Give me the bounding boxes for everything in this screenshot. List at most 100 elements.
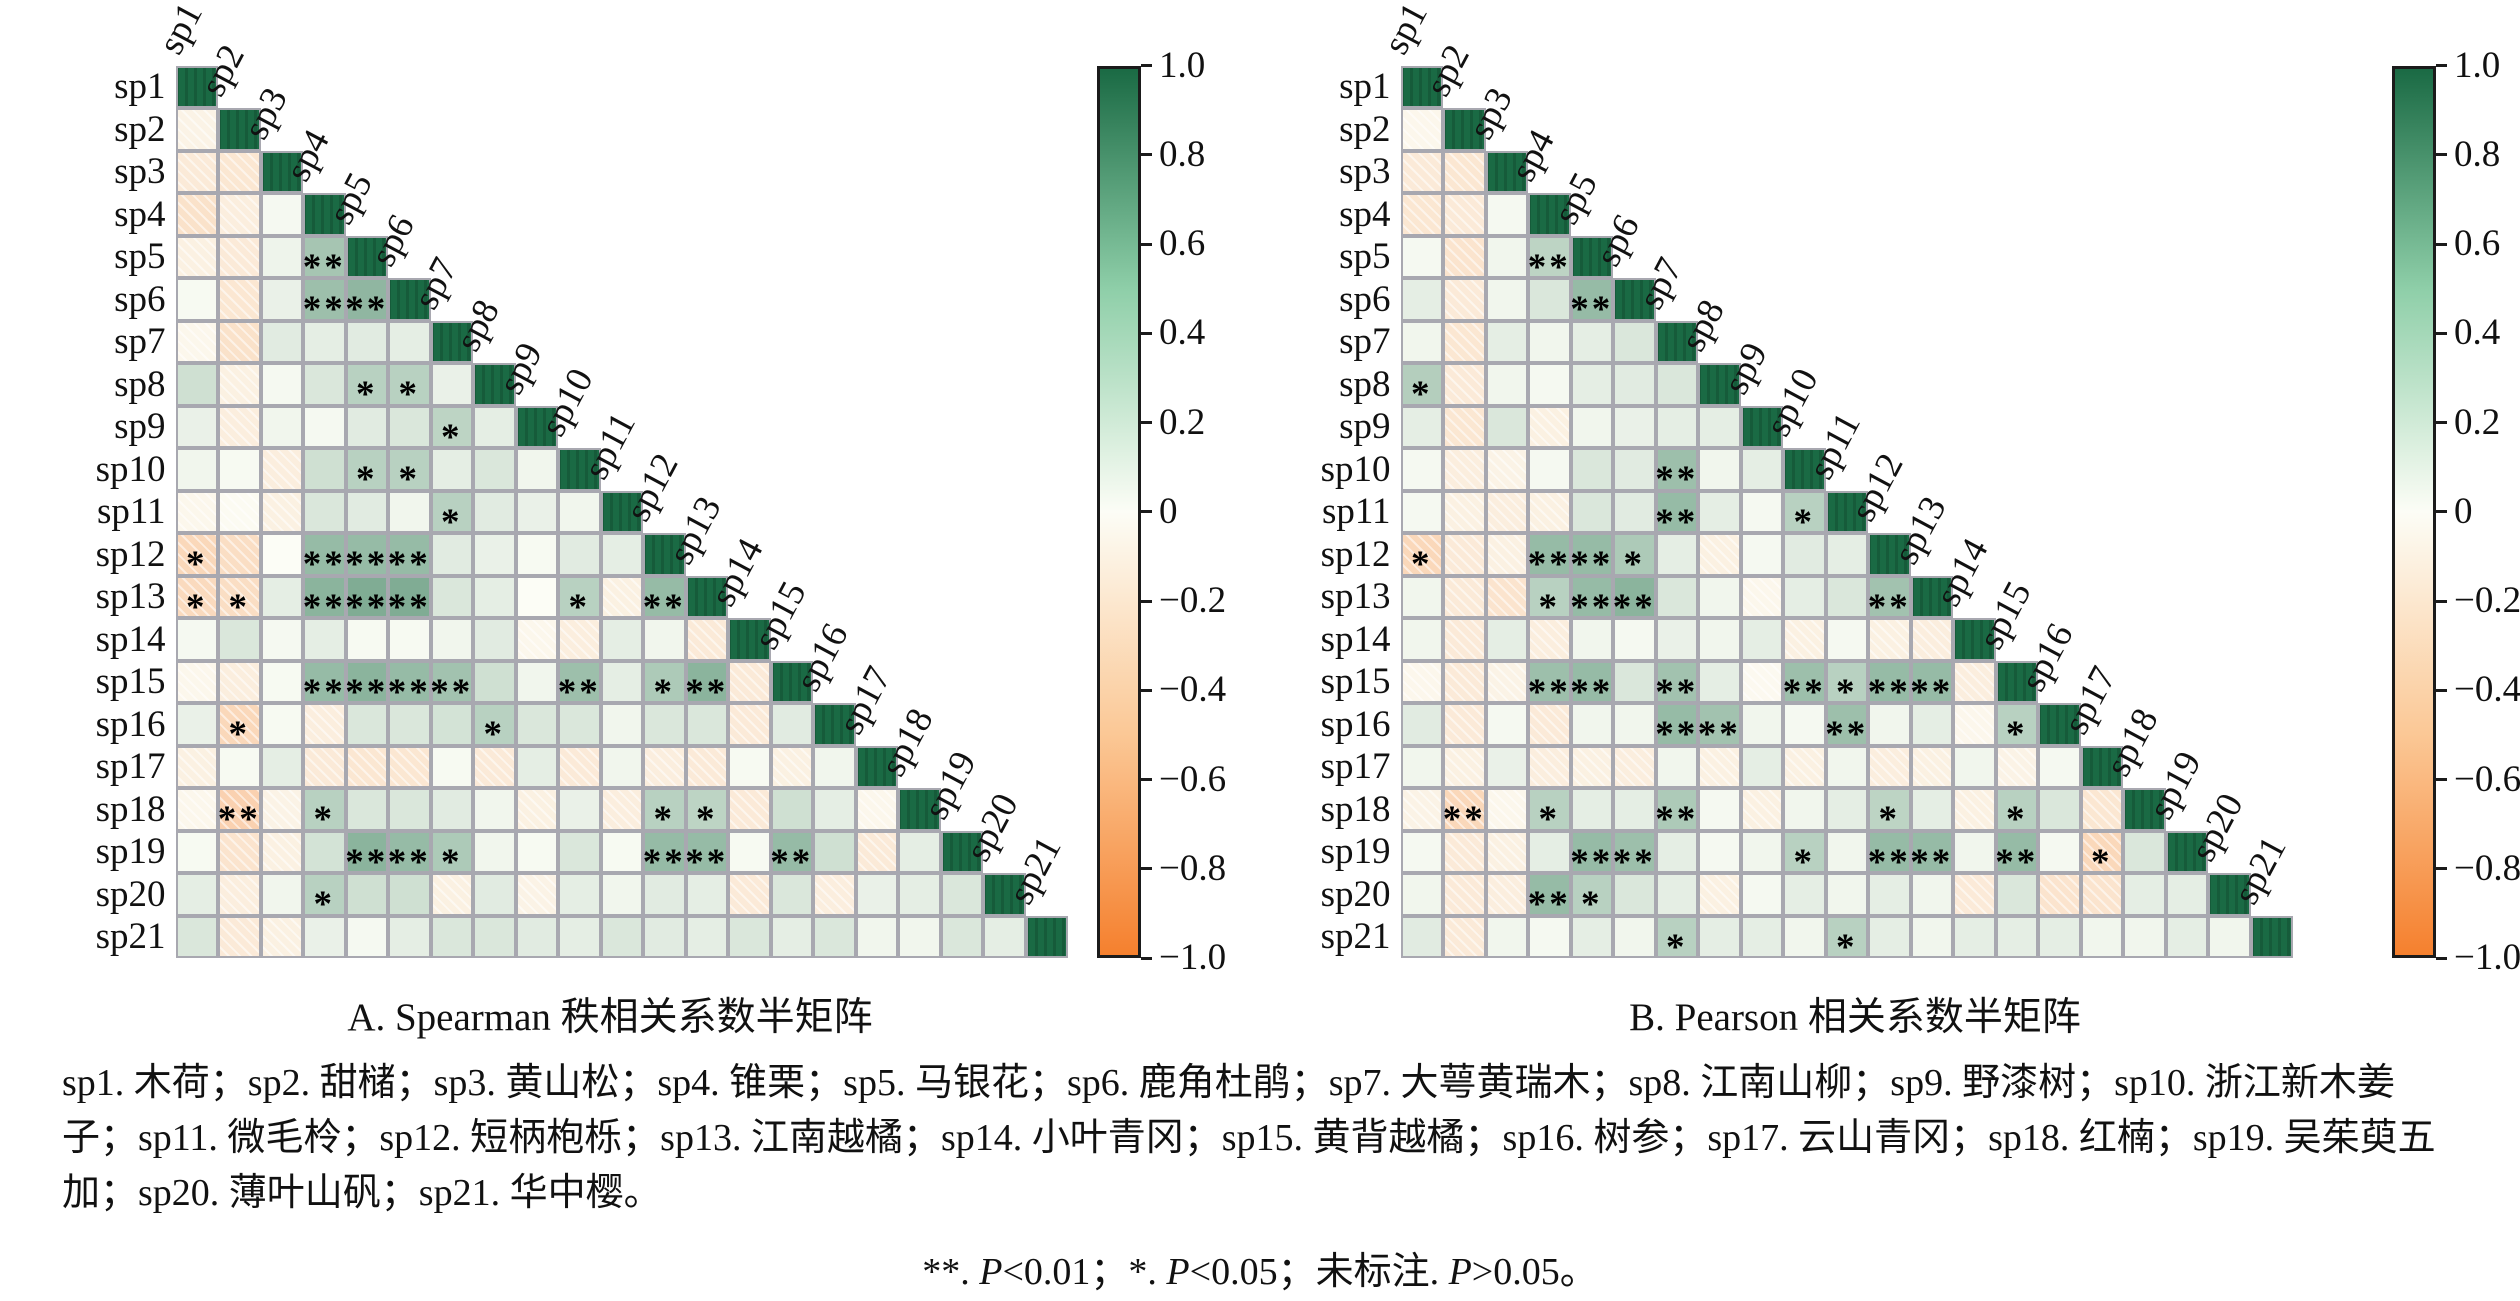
heatmap-cell (1698, 618, 1741, 661)
col-label: sp10 (532, 361, 602, 443)
heatmap-cell (1400, 405, 1443, 448)
heatmap-cell (1528, 320, 1571, 363)
heatmap-cell (855, 873, 898, 916)
heatmap-cell (1655, 533, 1698, 576)
heatmap-cell (600, 575, 643, 618)
colorbar-tick-label: 0.2 (2454, 401, 2501, 443)
heatmap-cell (1443, 278, 1486, 321)
heatmap-cell (1825, 575, 1868, 618)
heatmap-cell (1995, 915, 2038, 958)
heatmap-cell (2080, 788, 2123, 831)
heatmap-cell (1613, 915, 1656, 958)
heatmap-diagonal-cell (600, 490, 643, 533)
heatmap-cell: ** (770, 830, 813, 881)
heatmap-cell: * (685, 788, 728, 838)
heatmap-cell (388, 788, 431, 831)
heatmap-cell: ** (1995, 830, 2038, 881)
heatmap-cell (600, 618, 643, 661)
heatmap-cell: ** (1528, 660, 1571, 711)
heatmap-cell (175, 745, 218, 788)
heatmap-cell (600, 788, 643, 831)
heatmap-cell (1740, 660, 1783, 703)
heatmap-cell (303, 618, 346, 661)
heatmap-cell: ** (1655, 448, 1698, 498)
heatmap-diagonal-cell (1400, 65, 1443, 108)
heatmap-cell (1655, 830, 1698, 873)
heatmap-diagonal-cell (1485, 150, 1528, 193)
heatmap-cell (1953, 873, 1996, 916)
heatmap-cell: ** (1910, 660, 1953, 711)
heatmap-cell (1570, 618, 1613, 661)
heatmap-cell (175, 703, 218, 746)
significance-note: **. P<0.01；*. P<0.05；未标注. P>0.05。 (0, 1240, 2520, 1295)
row-label: sp14 (95, 618, 166, 660)
heatmap-cell (558, 830, 601, 873)
col-label: sp18 (872, 701, 942, 783)
heatmap-cell (1443, 193, 1486, 236)
heatmap-diagonal-cell (2208, 873, 2251, 916)
heatmap-cell (1613, 703, 1656, 746)
heatmap-cell (813, 788, 856, 831)
colorbar-tick-label: 0.8 (2454, 133, 2501, 175)
heatmap-cell (1485, 448, 1528, 491)
heatmap-cell (855, 830, 898, 873)
heatmap-diagonal-cell (2165, 830, 2208, 873)
heatmap-diagonal-cell (345, 235, 388, 278)
heatmap-cell (1825, 830, 1868, 873)
heatmap-cell (1655, 575, 1698, 618)
row-label: sp13 (95, 576, 166, 618)
heatmap-cell (430, 533, 473, 576)
heatmap-cell: * (643, 660, 686, 711)
heatmap-cell (1740, 533, 1783, 576)
heatmap-diagonal-cell (1910, 575, 1953, 618)
heatmap-diagonal-cell (558, 448, 601, 491)
heatmap-cell (728, 873, 771, 916)
heatmap-cell (388, 320, 431, 363)
colorbar-tick (2436, 510, 2447, 514)
heatmap-cell: * (1400, 533, 1443, 583)
heatmap-cell: ** (1570, 533, 1613, 583)
heatmap-cell (303, 363, 346, 406)
heatmap-cell (175, 405, 218, 448)
heatmap-cell (1655, 618, 1698, 661)
heatmap-cell: * (1783, 830, 1826, 881)
heatmap-cell (1698, 575, 1741, 618)
heatmap-cell (728, 660, 771, 703)
heatmap-cell: ** (430, 660, 473, 711)
heatmap-cell (558, 703, 601, 746)
heatmap-cell (1485, 278, 1528, 321)
heatmap-cell (1655, 873, 1698, 916)
heatmap-cell (1783, 915, 1826, 958)
heatmap-cell (473, 915, 516, 958)
heatmap-cell: ** (558, 660, 601, 711)
heatmap-cell (388, 745, 431, 788)
heatmap-diagonal-cell (1570, 235, 1613, 278)
heatmap-diagonal-cell (1025, 915, 1068, 958)
heatmap-cell (643, 703, 686, 746)
heatmap-cell (1485, 363, 1528, 406)
heatmap-cell (2038, 830, 2081, 873)
heatmap-cell (1570, 703, 1613, 746)
heatmap-cell: * (218, 575, 261, 626)
heatmap-cell (983, 915, 1026, 958)
row-label: sp10 (95, 448, 166, 490)
col-label: sp14 (702, 531, 772, 613)
colorbar-tick (1141, 956, 1152, 960)
row-label: sp1 (1339, 66, 1391, 108)
heatmap-cell (345, 405, 388, 448)
heatmap-cell (175, 150, 218, 193)
heatmap-cell (2123, 873, 2166, 916)
heatmap-cell (515, 533, 558, 576)
col-label: sp11 (1800, 405, 1869, 486)
colorbar-tick (1141, 867, 1152, 871)
heatmap-cell (1953, 915, 1996, 958)
heatmap-cell: * (558, 575, 601, 626)
heatmap-cell (1443, 660, 1486, 703)
heatmap-cell (473, 533, 516, 576)
heatmap-cell (260, 788, 303, 831)
row-label: sp14 (1320, 618, 1391, 660)
heatmap-cell (1783, 788, 1826, 831)
heatmap-cell (1528, 490, 1571, 533)
heatmap-cell (388, 873, 431, 916)
heatmap-cell (1400, 660, 1443, 703)
